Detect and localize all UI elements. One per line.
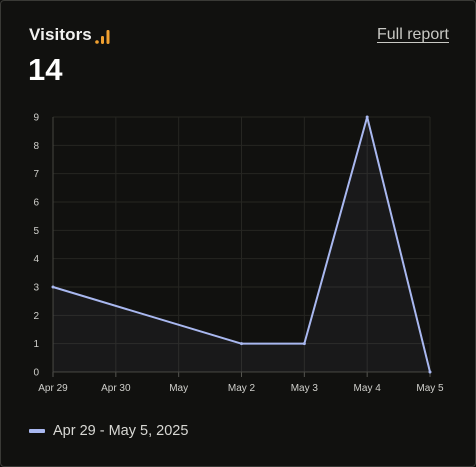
data-point	[428, 370, 432, 374]
x-tick-label: Apr 30	[101, 383, 131, 394]
y-tick-label: 3	[33, 283, 39, 294]
y-tick-label: 6	[33, 198, 39, 209]
data-point	[240, 342, 243, 346]
full-report-link[interactable]: Full report	[376, 26, 449, 43]
signal-bars-icon	[95, 30, 110, 44]
data-point	[302, 342, 306, 346]
legend-swatch	[29, 429, 45, 433]
legend-label: Apr 29 - May 5, 2025	[53, 423, 189, 439]
y-tick-label: 8	[33, 141, 39, 152]
y-tick-layer: 0 1 2 3 4 5 6 7 8 9	[33, 113, 39, 379]
visitors-line-chart: 0 1 2 3 4 5 6 7 8 9 Apr 29 Apr 30 May May 2 May 3 May …	[33, 113, 444, 395]
data-point	[51, 285, 55, 289]
y-tick-label: 7	[33, 169, 39, 180]
x-tick-label: May 3	[291, 383, 319, 394]
x-tick-layer: Apr 29 Apr 30 May May 2 May 3 May 4 May 5	[38, 383, 444, 394]
y-tick-label: 4	[33, 254, 39, 265]
x-tick-label: May 5	[416, 383, 444, 394]
y-tick-label: 1	[33, 339, 39, 350]
x-tick-label: May 2	[228, 383, 256, 394]
x-tick-label: Apr 29	[38, 383, 68, 394]
data-point	[365, 115, 369, 119]
line-layer	[51, 115, 432, 374]
y-tick-label: 2	[33, 311, 39, 322]
series-area	[53, 117, 430, 372]
chart-legend: Apr 29 - May 5, 2025	[29, 423, 188, 439]
y-tick-label: 0	[33, 368, 39, 379]
area-layer	[53, 117, 430, 372]
visitor-total: 14	[28, 52, 63, 87]
y-tick-label: 5	[33, 226, 39, 237]
x-tick-label: May 4	[354, 383, 382, 394]
card-title: Visitors	[29, 25, 92, 44]
x-tick-label: May	[169, 383, 188, 394]
y-tick-label: 9	[33, 113, 39, 124]
